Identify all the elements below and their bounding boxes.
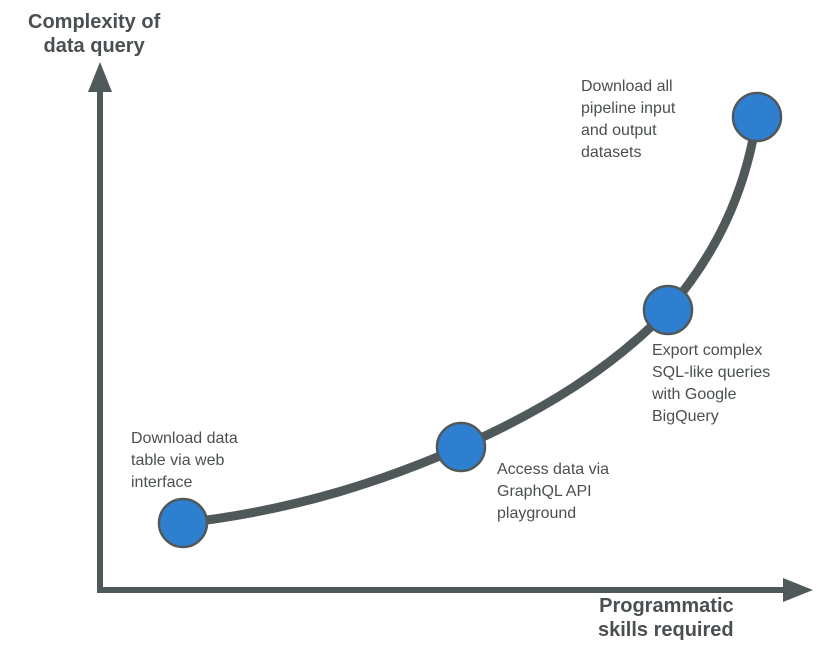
skill-curve <box>178 112 762 528</box>
x-axis-title: Programmatic skills required <box>598 595 734 641</box>
y-axis-arrowhead <box>88 62 112 92</box>
step-label-web-download: Download data table via web interface <box>131 430 238 491</box>
step-label-bigquery: Export complex SQL-like queries with Goo… <box>652 342 771 425</box>
step-marker-full-download <box>731 91 783 143</box>
step-marker-bigquery <box>642 284 694 336</box>
step-marker-graphql <box>435 421 487 473</box>
step-marker-web-download <box>157 497 209 549</box>
step-label-graphql: Access data via GraphQL API playground <box>497 461 610 522</box>
step-label-full-download: Download all pipeline input and output d… <box>581 78 676 161</box>
y-axis-title: Complexity of data query <box>28 11 161 57</box>
x-axis-arrowhead <box>783 578 813 602</box>
